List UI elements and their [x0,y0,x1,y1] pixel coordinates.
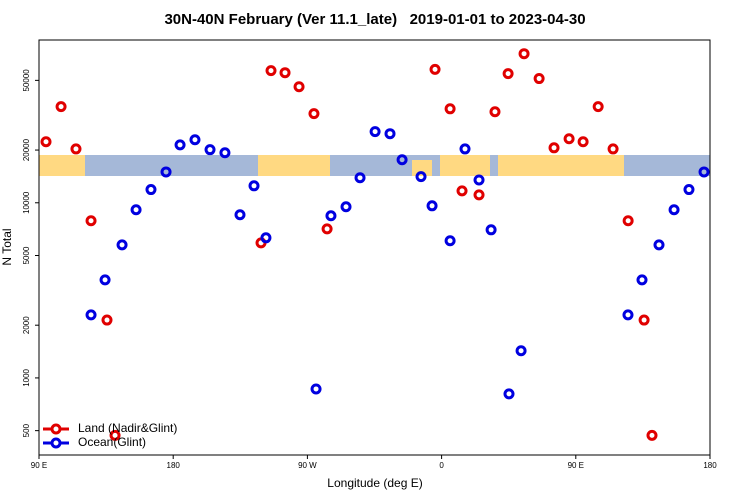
point [189,134,201,146]
point [260,232,272,244]
point [473,174,485,186]
point [683,184,695,196]
point [515,345,527,357]
point [265,65,277,77]
point [646,429,658,441]
point [444,103,456,115]
point [384,128,396,140]
y-tick-label: 10000 [22,191,31,214]
y-tick-label: 50000 [22,69,31,92]
point [130,204,142,216]
point [293,81,305,93]
x-axis-label: Longitude (deg E) [327,476,422,490]
point [502,68,514,80]
point [310,383,322,395]
x-tick-label: 90 E [568,461,584,470]
point [698,166,710,178]
point [607,143,619,155]
chart-title: 30N-40N February (Ver 11.1_late) 2019-01… [164,11,585,28]
point [354,172,366,184]
legend-marker [50,423,62,435]
x-tick-label: 90 W [298,461,317,470]
y-tick-label: 2000 [22,316,31,334]
point [622,309,634,321]
point [668,204,680,216]
point [40,136,52,148]
y-axis-label: N Total [0,228,14,265]
plot-frame [38,39,711,456]
point [308,108,320,120]
point [325,210,337,222]
point [456,185,468,197]
x-tick-label: 180 [703,461,717,470]
point [577,136,589,148]
point [533,73,545,85]
x-tick-label: 0 [439,461,444,470]
map-band [39,155,710,176]
point [145,184,157,196]
x-tick-label: 90 E [31,461,47,470]
point [109,429,121,441]
legend-label: Land (Nadir&Glint) [78,421,177,435]
point [279,67,291,79]
point [85,215,97,227]
point [459,143,471,155]
point [485,224,497,236]
y-tick-label: 500 [22,423,31,437]
point [548,142,560,154]
point [415,171,427,183]
point [85,309,97,321]
point [429,63,441,75]
legend-marker [50,437,62,449]
point [99,274,111,286]
point [234,209,246,221]
y-tick-label: 5000 [22,246,31,264]
point [503,388,515,400]
point [426,200,438,212]
point [219,147,231,159]
point [321,223,333,235]
point [592,101,604,113]
point [340,201,352,213]
y-tick-label: 20000 [22,138,31,161]
point [396,154,408,166]
point [622,215,634,227]
point [55,101,67,113]
point [70,143,82,155]
point [204,144,216,156]
point [563,133,575,145]
point [518,48,530,60]
point [248,180,260,192]
point [636,274,648,286]
point [369,126,381,138]
point [101,314,113,326]
point [653,239,665,251]
legend-label: Ocean(Glint) [78,435,146,449]
point [160,166,172,178]
y-tick-label: 1000 [22,368,31,386]
point [174,139,186,151]
point [444,235,456,247]
point [638,314,650,326]
point [116,239,128,251]
x-tick-label: 180 [167,461,181,470]
point [489,106,501,118]
point [473,189,485,201]
